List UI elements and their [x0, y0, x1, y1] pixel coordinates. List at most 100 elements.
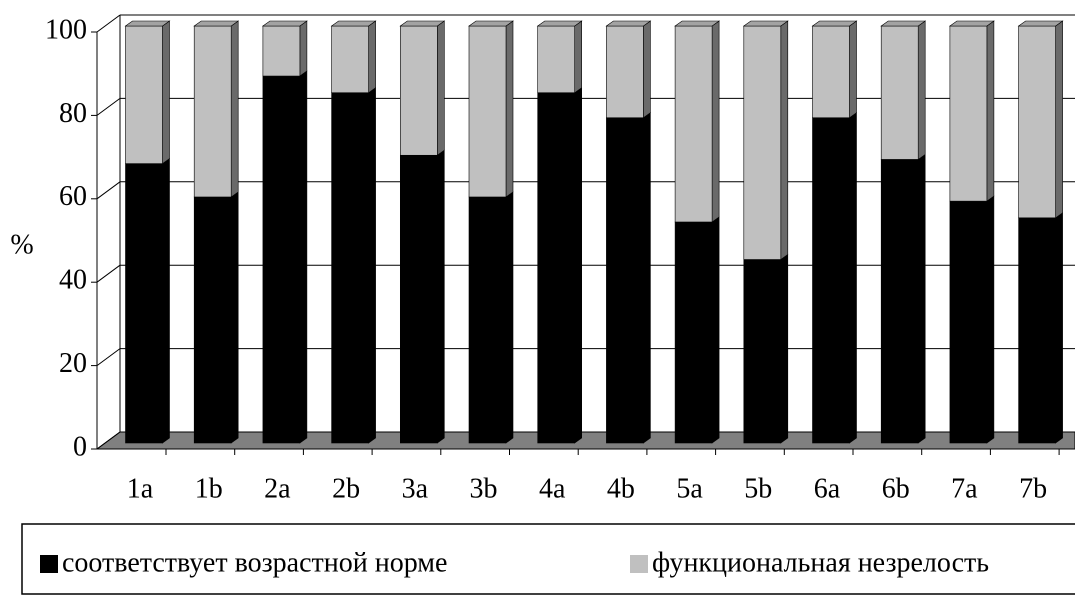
bar-side	[436, 20, 445, 156]
floor	[95, 431, 1075, 450]
grid-line	[96, 14, 121, 33]
bar	[606, 25, 644, 119]
legend-swatch	[630, 555, 648, 573]
x-tick-label: 4b	[607, 473, 635, 504]
y-tick-label: 100	[45, 14, 87, 45]
bar	[606, 117, 644, 444]
bar	[468, 25, 507, 198]
bar-side	[162, 20, 170, 165]
bar-side	[574, 20, 583, 94]
bar-top	[1017, 20, 1064, 27]
x-tick-label: 5a	[676, 473, 703, 504]
bar-side	[917, 153, 926, 444]
x-tick-label: 6b	[882, 473, 910, 504]
bar	[949, 200, 988, 444]
bar	[743, 25, 782, 260]
bar	[125, 163, 163, 444]
bar-side	[574, 87, 583, 444]
bar-top	[674, 20, 721, 27]
x-tick-label: 2b	[332, 473, 360, 504]
bar-side	[1055, 20, 1063, 219]
bar-side	[505, 20, 514, 198]
bar-side	[711, 216, 720, 444]
x-tick-label: 2a	[264, 473, 291, 504]
x-tick-label: 3a	[402, 473, 429, 504]
grid-line	[96, 264, 121, 283]
y-tick-label: 60	[59, 181, 87, 212]
bar	[331, 92, 369, 444]
bar	[949, 25, 988, 202]
grid-line	[96, 348, 121, 367]
x-tick-label: 6a	[814, 473, 841, 504]
y-tick-label: 40	[59, 265, 87, 296]
bar-side	[1055, 212, 1063, 444]
bar-top	[811, 20, 858, 27]
bar	[125, 25, 163, 164]
bar-side	[643, 20, 651, 119]
bar	[193, 196, 232, 444]
bar	[331, 25, 369, 94]
x-tick-label: 7b	[1019, 473, 1047, 504]
bar	[674, 25, 713, 223]
bar-side	[643, 112, 651, 444]
x-tick-label: 5b	[744, 473, 772, 504]
bar-top	[261, 20, 308, 27]
bar	[399, 25, 438, 156]
bar	[743, 259, 782, 444]
bar-side	[780, 20, 789, 261]
x-tick-label: 1b	[195, 473, 223, 504]
legend-label: функциональная незрелость	[652, 547, 989, 578]
grid-line	[96, 181, 121, 200]
bar	[537, 25, 576, 94]
y-tick-label: 20	[59, 348, 87, 379]
bar-side	[986, 195, 995, 444]
bar-side	[780, 253, 789, 444]
y-tick-label: 80	[59, 98, 87, 129]
bar-side	[230, 20, 239, 198]
bar	[193, 25, 232, 198]
bar-top	[330, 20, 377, 27]
bar-top	[605, 20, 652, 27]
bar	[880, 25, 919, 160]
bar	[812, 25, 850, 119]
bar	[468, 196, 507, 444]
bar	[537, 92, 576, 444]
y-tick-label: 0	[73, 431, 87, 462]
x-tick-label: 3b	[470, 473, 498, 504]
bar-top	[880, 20, 927, 27]
bar-side	[986, 20, 995, 202]
x-tick-label: 1a	[127, 473, 154, 504]
bar-side	[299, 70, 308, 444]
bar-side	[917, 20, 926, 161]
bar	[1018, 25, 1056, 219]
grid-line	[96, 431, 121, 450]
y-axis-label: %	[10, 229, 33, 260]
bar-side	[711, 20, 720, 223]
bar	[262, 75, 301, 444]
bar-side	[505, 191, 514, 444]
bar	[262, 25, 301, 77]
bar-top	[399, 20, 446, 27]
x-tick-label: 4a	[539, 473, 566, 504]
bar-side	[230, 191, 239, 444]
bar-side	[299, 20, 308, 77]
bar-side	[162, 158, 170, 444]
bar	[1018, 217, 1056, 444]
bar-top	[124, 20, 171, 27]
bar	[399, 154, 438, 444]
bar-side	[368, 20, 376, 94]
x-tick-label: 7a	[951, 473, 978, 504]
bar-side	[849, 20, 857, 119]
bar-top	[536, 20, 583, 27]
legend-box	[21, 523, 1075, 595]
bar	[674, 221, 713, 444]
legend-label: соответствует возрастной норме	[62, 547, 447, 578]
bar-top	[742, 20, 789, 27]
bar-top	[193, 20, 240, 27]
bar-top	[948, 20, 995, 27]
bar-side	[849, 112, 857, 444]
bar	[812, 117, 850, 444]
bar-top	[468, 20, 514, 27]
